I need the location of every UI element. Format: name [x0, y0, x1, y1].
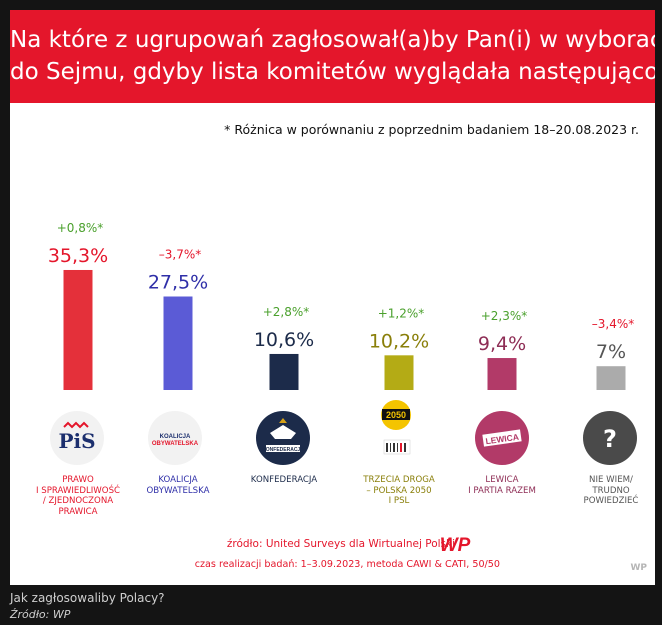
bar [63, 269, 93, 390]
change-label: +2,3%* [481, 309, 528, 323]
ko-logo: KOALICJA OBYWATELSKA [148, 411, 202, 465]
party-label: KOALICJA OBYWATELSKA [146, 475, 210, 496]
lewica-logo: LEWICA [475, 411, 529, 465]
pis-logo: PiS [50, 411, 104, 465]
question-mark-text: ? [603, 425, 617, 453]
value-label: 27,5% [148, 272, 208, 294]
party-label: KONFEDERACJA [250, 475, 318, 485]
source-line: źródło: United Surveys dla Wirtualnej Po… [226, 538, 455, 550]
title-banner: Na które z ugrupowań zagłosował(a)by Pan… [10, 10, 655, 103]
question-mark-icon: ? [583, 411, 637, 465]
party-label: NIE WIEM/ TRUDNO POWIEDZIEĆ [583, 475, 639, 506]
change-label: +1,2%* [378, 306, 425, 320]
svg-text:KONFEDERACJA: KONFEDERACJA [262, 447, 304, 453]
bar [487, 358, 517, 390]
value-label: 9,4% [478, 333, 526, 355]
change-label: –3,4%* [592, 317, 635, 331]
change-footnote: * Różnica w porównaniu z poprzednim bada… [224, 122, 639, 137]
konfederacja-logo: KONFEDERACJA [256, 411, 310, 465]
change-label: –3,7%* [159, 248, 202, 262]
caption-source: Źródło: WP [10, 608, 71, 621]
trzecia-droga-logo: 2050 [378, 400, 418, 466]
pis-logo-text: PiS [58, 429, 95, 453]
bar [269, 353, 299, 390]
svg-text:2050: 2050 [386, 410, 406, 420]
caption: Jak zagłosowaliby Polacy? [10, 591, 165, 605]
change-label: +2,8%* [263, 305, 310, 319]
svg-text:KOALICJA: KOALICJA [160, 434, 191, 440]
change-label: +0,8%* [57, 221, 104, 235]
value-label: 7% [596, 341, 626, 363]
party-label: PRAWO I SPRAWIEDLIWOŚĆ / ZJEDNOCZONA PRA… [35, 475, 121, 517]
value-label: 10,2% [369, 330, 429, 352]
method-line: czas realizacji badań: 1–3.09.2023, meto… [194, 559, 500, 570]
value-label: 10,6% [254, 329, 314, 351]
bar [596, 366, 626, 390]
party-label: TRZECIA DROGA – POLSKA 2050 I PSL [363, 475, 435, 506]
value-label: 35,3% [48, 245, 108, 267]
party-label: LEWICA I PARTIA RAZEM [468, 475, 536, 496]
bar [384, 355, 414, 390]
bar [163, 296, 193, 390]
svg-text:OBYWATELSKA: OBYWATELSKA [152, 441, 199, 447]
wp-brand-logo: WP [440, 535, 471, 556]
infographic: Na które z ugrupowań zagłosował(a)by Pan… [10, 10, 655, 585]
watermark: WP [630, 563, 647, 573]
title-line-1: Na które z ugrupowań zagłosował(a)by Pan… [10, 27, 655, 53]
title-line-2: do Sejmu, gdyby lista komitetów wyglądał… [10, 59, 655, 85]
svg-text:WP: WP [440, 535, 471, 556]
svg-text:LEWICA: LEWICA [485, 432, 520, 447]
bar-chart: 35,3% +0,8%* 27,5% –3,7%* 10,6% +2,8%* 10,2% +1… [48, 221, 635, 390]
